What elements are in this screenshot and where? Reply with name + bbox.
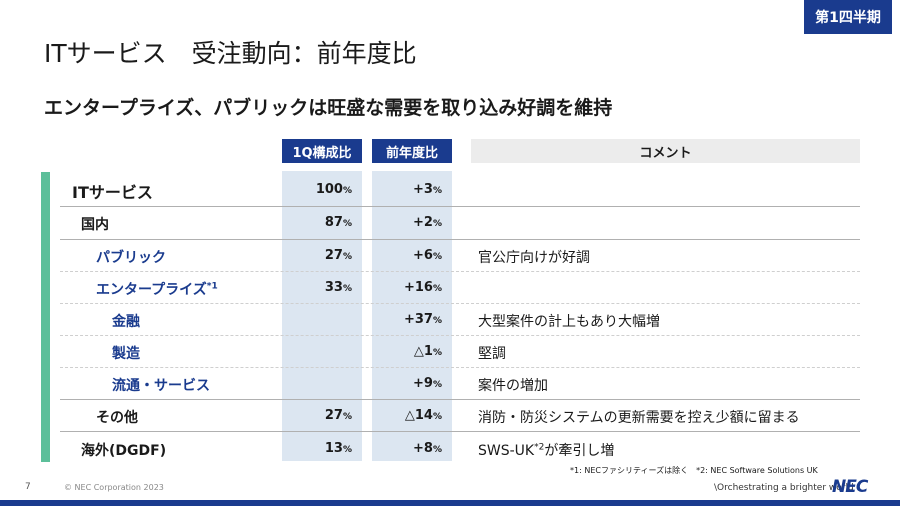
- row-divider: [60, 335, 860, 336]
- yoy-value: +16%: [403, 280, 442, 295]
- row-label-finance: 金融: [112, 314, 140, 330]
- row-divider: [60, 367, 860, 368]
- yoy-value: +3%: [413, 182, 442, 197]
- yoy-value: +8%: [413, 441, 442, 456]
- row-divider: [60, 239, 860, 240]
- page-subtitle: エンタープライズ、パブリックは旺盛な需要を取り込み好調を維持: [44, 97, 613, 119]
- yoy-value: +9%: [413, 376, 442, 391]
- it-services-accent-bar: [41, 172, 50, 462]
- row-comment: 堅調: [478, 346, 506, 362]
- yoy-column-background: [372, 171, 452, 461]
- row-divider: [60, 303, 860, 304]
- row-label-it-services: ITサービス: [72, 183, 153, 202]
- page-title: ITサービス 受注動向：前年度比: [44, 39, 417, 68]
- share-value: 13%: [324, 441, 352, 456]
- row-divider: [60, 271, 860, 272]
- yoy-value: +37%: [403, 312, 442, 327]
- row-label-domestic: 国内: [81, 217, 109, 233]
- row-comment: 消防・防災システムの更新需要を控え少額に留まる: [478, 410, 800, 426]
- yoy-value: △14%: [404, 408, 442, 423]
- row-label-manufacturing: 製造: [112, 346, 140, 362]
- row-divider: [60, 399, 860, 400]
- row-label-public: パブリック: [96, 250, 166, 266]
- share-column-background: [282, 171, 362, 461]
- row-comment: 案件の増加: [478, 378, 548, 394]
- footnote: *1: NECファシリティーズは除く *2: NEC Software Solu…: [570, 466, 818, 475]
- share-value: 100%: [315, 182, 352, 197]
- yoy-value: +2%: [413, 215, 442, 230]
- share-value: 27%: [324, 408, 352, 423]
- share-column-header: 1Q構成比: [282, 139, 362, 163]
- row-label-overseas: 海外(DGDF): [81, 443, 167, 459]
- yoy-value: △1%: [413, 344, 442, 359]
- row-comment: SWS-UK*2が牽引し増: [478, 442, 615, 459]
- share-value: 87%: [324, 215, 352, 230]
- share-value: 27%: [324, 248, 352, 263]
- row-comment: 大型案件の計上もあり大幅増: [478, 314, 660, 330]
- brand-tagline: \Orchestrating a brighter world: [714, 483, 854, 493]
- row-label-distribution-services: 流通・サービス: [112, 378, 210, 394]
- comment-column-header: コメント: [471, 139, 860, 163]
- row-comment: 官公庁向けが好調: [478, 250, 590, 266]
- yoy-column-header: 前年度比: [372, 139, 452, 163]
- row-divider: [60, 431, 860, 432]
- row-label-enterprise: エンタープライズ*1: [96, 281, 218, 298]
- share-value: 33%: [324, 280, 352, 295]
- row-divider: [60, 206, 860, 207]
- quarter-badge: 第1四半期: [804, 0, 892, 34]
- bottom-brand-bar: [0, 500, 900, 506]
- row-label-other: その他: [96, 410, 138, 426]
- copyright: © NEC Corporation 2023: [64, 483, 164, 492]
- yoy-value: +6%: [413, 248, 442, 263]
- nec-logo: NEC: [832, 477, 868, 497]
- page-number: 7: [25, 482, 31, 492]
